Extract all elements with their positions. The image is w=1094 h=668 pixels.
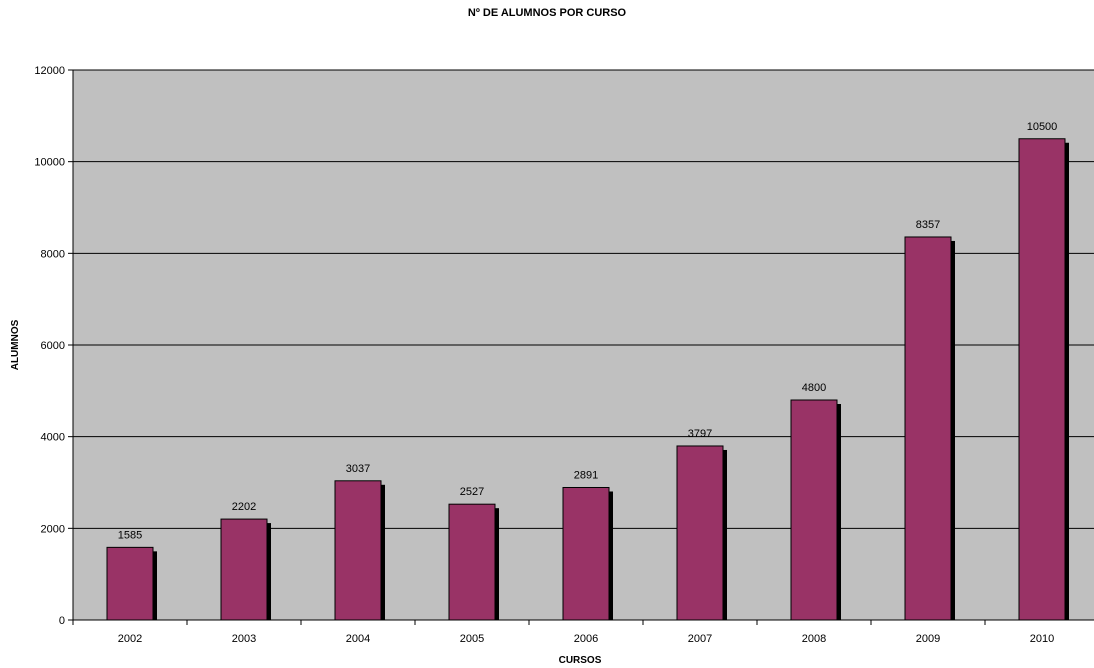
bar-2010 xyxy=(1018,138,1066,621)
y-tick-label: 0 xyxy=(59,615,65,627)
x-tick-label-2006: 2006 xyxy=(574,633,598,645)
data-labels: 1585 2202 3037 2527 2891 3797 4800 8357 10500 xyxy=(118,121,1058,542)
x-tick-label-2002: 2002 xyxy=(118,633,142,645)
data-label-2010: 10500 xyxy=(1027,121,1058,133)
bars xyxy=(106,138,1069,621)
y-tick-label: 2000 xyxy=(41,523,65,535)
data-label-2009: 8357 xyxy=(916,219,940,231)
y-tick-label: 8000 xyxy=(41,248,65,260)
x-tick-label-2004: 2004 xyxy=(346,633,370,645)
x-tick-label-2005: 2005 xyxy=(460,633,484,645)
x-tick-label-2009: 2009 xyxy=(916,633,940,645)
x-tick-label-2010: 2010 xyxy=(1030,633,1054,645)
bar-2006 xyxy=(562,486,610,621)
chart-title: Nº DE ALUMNOS POR CURSO xyxy=(468,7,627,19)
y-tick-labels: 0 2000 4000 6000 8000 10000 12000 xyxy=(34,65,65,627)
y-tick-label: 6000 xyxy=(41,340,65,352)
x-tick-labels: 2002 2003 2004 2005 2006 2007 2008 2009 2010 xyxy=(118,633,1054,645)
bar-2009 xyxy=(904,236,952,621)
bar-2004 xyxy=(334,480,382,621)
data-label-2006: 2891 xyxy=(574,469,598,481)
data-label-2002: 1585 xyxy=(118,529,142,541)
y-axis-title: ALUMNOS xyxy=(10,319,21,370)
bar-2003 xyxy=(220,518,268,621)
data-label-2008: 4800 xyxy=(802,382,826,394)
data-label-2004: 3037 xyxy=(346,463,370,475)
x-axis-title: CURSOS xyxy=(559,655,602,666)
bar-2008 xyxy=(790,399,838,621)
data-label-2003: 2202 xyxy=(232,501,256,513)
data-label-2005: 2527 xyxy=(460,486,484,498)
x-tick-label-2003: 2003 xyxy=(232,633,256,645)
bar-2005 xyxy=(448,503,496,621)
y-tick-label: 10000 xyxy=(34,157,65,169)
y-tick-label: 12000 xyxy=(34,65,65,77)
bar-2007 xyxy=(676,445,724,621)
x-tick-label-2008: 2008 xyxy=(802,633,826,645)
data-label-2007: 3797 xyxy=(688,428,712,440)
bar-2002 xyxy=(106,546,154,621)
axes xyxy=(68,69,1094,625)
x-tick-label-2007: 2007 xyxy=(688,633,712,645)
y-tick-label: 4000 xyxy=(41,432,65,444)
